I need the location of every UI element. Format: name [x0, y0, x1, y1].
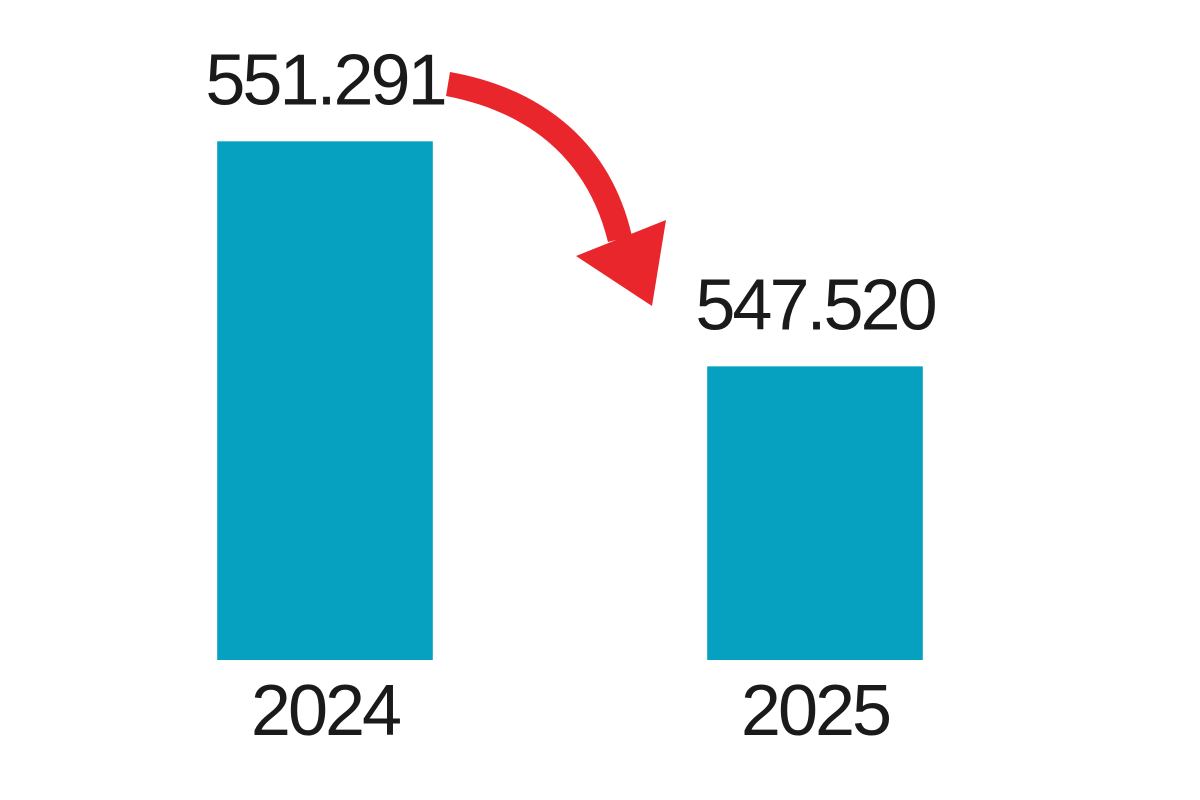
value-label: 547.520 — [695, 265, 935, 345]
decrease-arrow — [446, 72, 666, 306]
bar — [707, 366, 923, 660]
x-tick-label: 2024 — [251, 671, 400, 751]
value-label: 551.291 — [205, 40, 444, 120]
x-tick-label: 2025 — [741, 671, 890, 751]
bar — [217, 141, 433, 660]
